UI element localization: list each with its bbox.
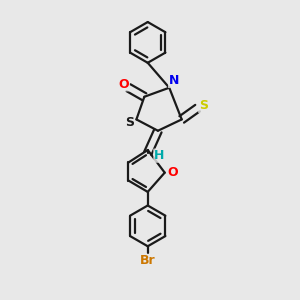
Text: O: O [167,166,178,179]
Text: S: S [199,99,208,112]
Text: Br: Br [140,254,155,268]
Text: N: N [169,74,179,87]
Text: S: S [125,116,134,129]
Text: O: O [118,78,129,91]
Text: H: H [154,149,164,162]
